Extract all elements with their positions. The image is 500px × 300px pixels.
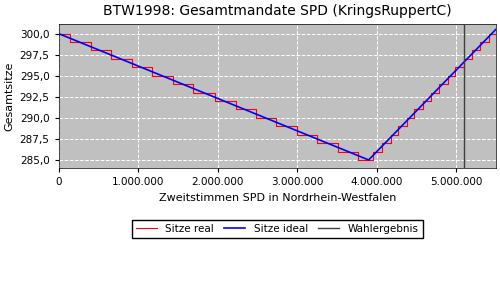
Legend: Sitze real, Sitze ideal, Wahlergebnis: Sitze real, Sitze ideal, Wahlergebnis — [132, 220, 422, 238]
Sitze ideal — [493, 28, 499, 31]
Sitze real — [460, 57, 466, 61]
Sitze real — [356, 158, 362, 162]
Y-axis label: Gesamtsitze: Gesamtsitze — [4, 61, 14, 130]
Sitze ideal — [56, 32, 62, 35]
Sitze ideal — [366, 158, 372, 162]
Line: Sitze real: Sitze real — [58, 34, 496, 160]
Sitze real — [395, 124, 401, 128]
Sitze real — [493, 32, 499, 35]
Sitze real — [170, 82, 175, 86]
Title: BTW1998: Gesamtmandate SPD (KringsRuppertC): BTW1998: Gesamtmandate SPD (KringsRupper… — [103, 4, 452, 18]
Sitze real — [56, 32, 62, 35]
Line: Sitze ideal: Sitze ideal — [58, 29, 496, 160]
Sitze real — [212, 99, 218, 103]
Sitze real — [108, 49, 114, 52]
Sitze real — [370, 158, 376, 162]
X-axis label: Zweitstimmen SPD in Nordrhein-Westfalen: Zweitstimmen SPD in Nordrhein-Westfalen — [158, 193, 396, 203]
